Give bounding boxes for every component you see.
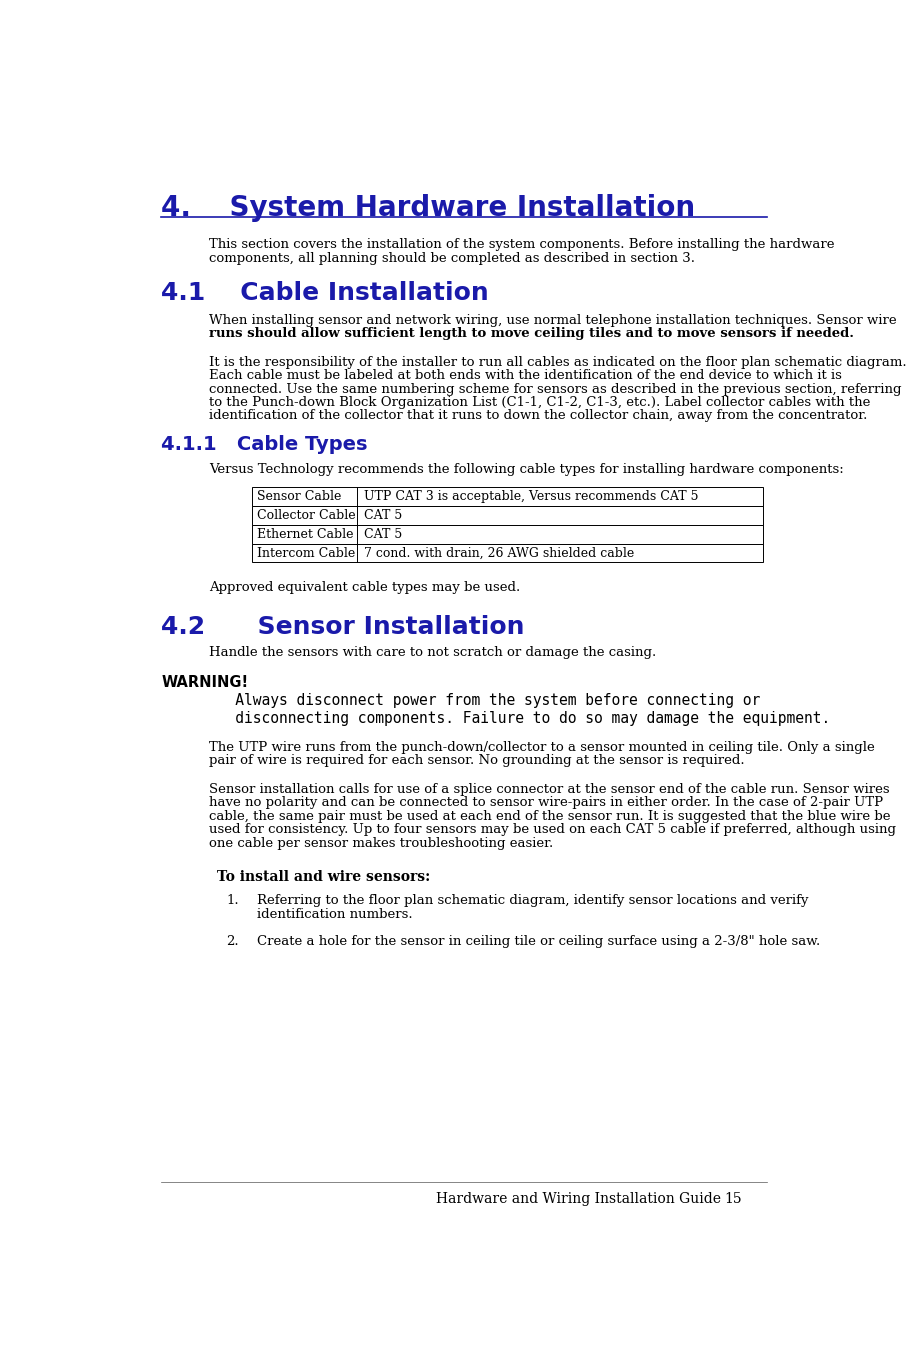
Text: to the Punch-down Block Organization List (C1-1, C1-2, C1-3, etc.). Label collec: to the Punch-down Block Organization Lis…: [209, 396, 871, 410]
Text: To install and wire sensors:: To install and wire sensors:: [217, 870, 430, 884]
Text: CAT 5: CAT 5: [364, 527, 402, 541]
Text: 15: 15: [725, 1192, 742, 1206]
Text: Approved equivalent cable types may be used.: Approved equivalent cable types may be u…: [209, 581, 521, 595]
Text: Handle the sensors with care to not scratch or damage the casing.: Handle the sensors with care to not scra…: [209, 645, 657, 659]
Text: 7 cond. with drain, 26 AWG shielded cable: 7 cond. with drain, 26 AWG shielded cabl…: [364, 547, 634, 559]
Text: Each cable must be labeled at both ends with the identification of the end devic: Each cable must be labeled at both ends …: [209, 369, 843, 382]
Text: Ethernet Cable: Ethernet Cable: [256, 527, 353, 541]
Text: 4.1    Cable Installation: 4.1 Cable Installation: [161, 281, 489, 306]
Text: Collector Cable: Collector Cable: [256, 508, 355, 522]
Text: used for consistency. Up to four sensors may be used on each CAT 5 cable if pref: used for consistency. Up to four sensors…: [209, 823, 896, 836]
Bar: [252, 506, 764, 525]
Text: CAT 5: CAT 5: [364, 508, 402, 522]
Text: 4.2      Sensor Installation: 4.2 Sensor Installation: [161, 615, 525, 638]
Text: disconnecting components. Failure to do so may damage the equipment.: disconnecting components. Failure to do …: [209, 711, 831, 726]
Text: Sensor Cable: Sensor Cable: [256, 490, 341, 503]
Text: WARNING!: WARNING!: [161, 675, 248, 690]
Text: have no polarity and can be connected to sensor wire-pairs in either order. In t: have no polarity and can be connected to…: [209, 796, 883, 810]
Text: Intercom Cable: Intercom Cable: [256, 547, 355, 559]
Text: connected. Use the same numbering scheme for sensors as described in the previou: connected. Use the same numbering scheme…: [209, 382, 901, 396]
Text: identification of the collector that it runs to down the collector chain, away f: identification of the collector that it …: [209, 410, 868, 422]
Text: Referring to the floor plan schematic diagram, identify sensor locations and ver: Referring to the floor plan schematic di…: [257, 895, 809, 907]
Text: Versus Technology recommends the following cable types for installing hardware c: Versus Technology recommends the followi…: [209, 463, 844, 475]
Text: 1.: 1.: [226, 895, 239, 907]
Text: When installing sensor and network wiring, use normal telephone installation tec: When installing sensor and network wirin…: [209, 314, 897, 327]
Text: UTP CAT 3 is acceptable, Versus recommends CAT 5: UTP CAT 3 is acceptable, Versus recommen…: [364, 490, 699, 503]
Text: This section covers the installation of the system components. Before installing: This section covers the installation of …: [209, 238, 834, 251]
Text: 2.: 2.: [226, 934, 239, 948]
Text: Hardware and Wiring Installation Guide: Hardware and Wiring Installation Guide: [436, 1192, 721, 1206]
Bar: [252, 544, 764, 563]
Text: It is the responsibility of the installer to run all cables as indicated on the : It is the responsibility of the installe…: [209, 356, 906, 369]
Text: 4.    System Hardware Installation: 4. System Hardware Installation: [161, 193, 696, 222]
Text: components, all planning should be completed as described in section 3.: components, all planning should be compl…: [209, 252, 695, 264]
Text: Sensor installation calls for use of a splice connector at the sensor end of the: Sensor installation calls for use of a s…: [209, 782, 890, 796]
Text: one cable per sensor makes troubleshooting easier.: one cable per sensor makes troubleshooti…: [209, 837, 554, 849]
Text: The UTP wire runs from the punch-down/collector to a sensor mounted in ceiling t: The UTP wire runs from the punch-down/co…: [209, 741, 875, 754]
Text: Create a hole for the sensor in ceiling tile or ceiling surface using a 2-3/8" h: Create a hole for the sensor in ceiling …: [257, 934, 821, 948]
Text: 4.1.1   Cable Types: 4.1.1 Cable Types: [161, 436, 368, 453]
Text: pair of wire is required for each sensor. No grounding at the sensor is required: pair of wire is required for each sensor…: [209, 755, 745, 767]
Text: cable, the same pair must be used at each end of the sensor run. It is suggested: cable, the same pair must be used at eac…: [209, 810, 891, 822]
Bar: [252, 486, 764, 506]
Bar: [252, 525, 764, 544]
Text: identification numbers.: identification numbers.: [257, 908, 413, 921]
Text: Always disconnect power from the system before connecting or: Always disconnect power from the system …: [209, 693, 761, 708]
Text: runs should allow sufficient length to move ceiling tiles and to move sensors if: runs should allow sufficient length to m…: [209, 327, 854, 340]
